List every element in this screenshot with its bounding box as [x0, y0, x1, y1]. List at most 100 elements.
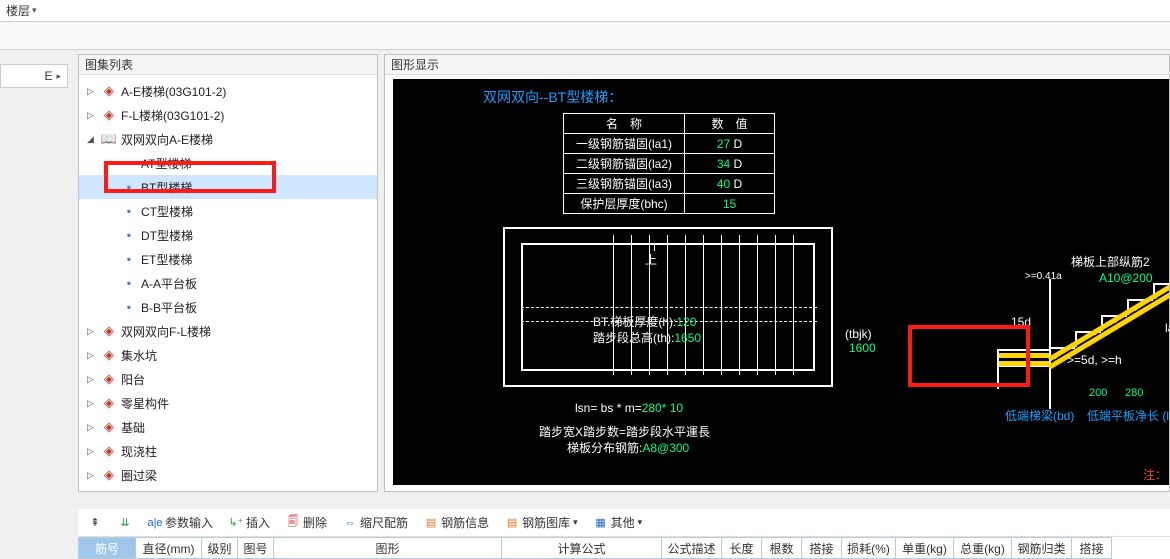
top-bar: 楼层 ▾: [0, 0, 1170, 22]
tree-item[interactable]: ▷◈零星构件: [79, 391, 377, 415]
book-icon: ◈: [101, 107, 117, 123]
expander-icon[interactable]: ▷: [87, 422, 97, 433]
expander-icon[interactable]: ▷: [87, 470, 97, 481]
param-name: 保护层厚度(bhc): [564, 194, 685, 214]
book-icon: ◈: [101, 395, 117, 411]
column-header[interactable]: 钢筋归类: [1012, 537, 1072, 559]
chevron-down-icon[interactable]: ▾: [32, 5, 37, 16]
column-header[interactable]: 总重(kg): [954, 537, 1012, 559]
cad-canvas[interactable]: 双网双向--BT型楼梯： 名 称数 值 一级钢筋锚固(la1)27 D二级钢筋锚…: [393, 79, 1169, 485]
tree-item-label: A-A平台板: [141, 275, 197, 292]
dim-200: 200: [1089, 387, 1107, 399]
rebar-info-button[interactable]: ▤ 钢筋信息: [420, 512, 493, 533]
expander-icon[interactable]: ▷: [87, 350, 97, 361]
expander-icon[interactable]: ▷: [87, 446, 97, 457]
tree-item-label: F-L楼梯(03G101-2): [121, 107, 224, 124]
expander-icon[interactable]: ◢: [87, 134, 97, 145]
column-header[interactable]: 单重(kg): [896, 537, 954, 559]
column-header[interactable]: 直径(mm): [136, 537, 202, 559]
side-selector[interactable]: E ▸: [0, 64, 68, 88]
book-icon: ◈: [101, 83, 117, 99]
bottom-panel: ⇞ ⇊ a|e 参数输入 ↳⁺ 插入 🗐 删除 ⇔ 缩尺配筋 ▤ 钢筋信息 ▤ …: [78, 509, 1170, 559]
book-icon: ◈: [101, 323, 117, 339]
column-header[interactable]: 图形: [274, 537, 502, 559]
top-rebar-val: A10@200: [1099, 271, 1153, 285]
column-header[interactable]: 级别: [202, 537, 238, 559]
tree-item-label: DT型楼梯: [141, 227, 193, 244]
dim-280: 280: [1125, 387, 1143, 399]
page-icon: ▪: [121, 275, 137, 291]
column-header[interactable]: 图号: [238, 537, 274, 559]
page-icon: ▪: [121, 155, 137, 171]
column-header[interactable]: 损耗(%): [842, 537, 896, 559]
page-icon: ▪: [121, 299, 137, 315]
tree-item[interactable]: ▪DT型楼梯: [79, 223, 377, 247]
insert-button[interactable]: ↳⁺ 插入: [225, 512, 274, 533]
param-name: 三级钢筋锚固(la3): [564, 174, 685, 194]
param-row: 二级钢筋锚固(la2)34 D: [564, 154, 775, 174]
tree-item[interactable]: ▪CT型楼梯: [79, 199, 377, 223]
expander-icon[interactable]: ▷: [87, 326, 97, 337]
tree-item[interactable]: ▪A-A平台板: [79, 271, 377, 295]
param-table: 名 称数 值 一级钢筋锚固(la1)27 D二级钢筋锚固(la2)34 D三级钢…: [563, 113, 775, 214]
tree-item[interactable]: ▪BT型楼梯: [79, 175, 377, 199]
rebar-lib-button[interactable]: ▤ 钢筋图库 ▾: [501, 512, 582, 533]
tree-item[interactable]: ▷ ◈集水坑: [79, 343, 377, 367]
expander-icon[interactable]: ▷: [87, 110, 97, 121]
scroll-down-icon[interactable]: ⇊: [114, 514, 136, 532]
ann-tbjk-label: (tbjk): [845, 327, 872, 341]
column-header[interactable]: 筋号: [78, 537, 136, 559]
column-header[interactable]: 公式描述: [662, 537, 722, 559]
scale-rebar-button[interactable]: ⇔ 缩尺配筋: [339, 512, 412, 533]
tree-item[interactable]: ▷◈阳台: [79, 367, 377, 391]
arrow-up-stem: [654, 243, 655, 251]
column-header[interactable]: 根数: [762, 537, 802, 559]
side-selector-value: E: [44, 69, 52, 83]
delete-button[interactable]: 🗐 删除: [282, 512, 331, 533]
ann-h: BT.梯板厚度(h):120: [593, 313, 696, 330]
tree-item-label: B-B平台板: [141, 299, 197, 316]
param-head-val: 数 值: [685, 114, 775, 134]
tree-item[interactable]: ▪AT型楼梯: [79, 151, 377, 175]
tree-item-label: 阳台: [121, 371, 145, 388]
expander-icon[interactable]: ▷: [87, 398, 97, 409]
book-icon: ◈: [101, 443, 117, 459]
tree-item[interactable]: ▷ ◈A-E楼梯(03G101-2): [79, 79, 377, 103]
tree-item-label: A-E楼梯(03G101-2): [121, 83, 226, 100]
ann-run: 踏步宽X踏步数=踏步段水平運長: [539, 423, 710, 440]
other-button[interactable]: ▦ 其他 ▾: [590, 512, 647, 533]
bd-label: 低端梯梁(bd): [1005, 407, 1074, 424]
column-header[interactable]: 计算公式: [502, 537, 662, 559]
cad-title: 双网双向--BT型楼梯：: [483, 87, 622, 107]
param-input-button[interactable]: a|e 参数输入: [144, 512, 217, 533]
scroll-up-icon[interactable]: ⇞: [84, 514, 106, 532]
tree-item[interactable]: ▷ ◈F-L楼梯(03G101-2): [79, 103, 377, 127]
floor-label[interactable]: 楼层: [6, 2, 30, 19]
column-header[interactable]: 搭接: [802, 537, 842, 559]
tree-item[interactable]: ▷◈现浇柱: [79, 439, 377, 463]
tree-item-label: CT型楼梯: [141, 203, 193, 220]
fifteen-d: 15d: [1011, 315, 1031, 329]
page-icon: ▪: [121, 179, 137, 195]
ann-th: 踏步段总高(th):1650: [593, 329, 701, 346]
expander-icon[interactable]: ▷: [87, 86, 97, 97]
param-row: 三级钢筋锚固(la3)40 D: [564, 174, 775, 194]
expander-icon[interactable]: ▷: [87, 374, 97, 385]
book-icon: ◈: [101, 347, 117, 363]
tree-item[interactable]: ▷◈基础: [79, 415, 377, 439]
tree-panel: 图集列表 ▷◈A-E楼梯(03G101-2)▷◈F-L楼梯(03G101-2)◢…: [78, 54, 378, 492]
tree-item-label: 集水坑: [121, 347, 157, 364]
column-header[interactable]: 搭接: [1072, 537, 1112, 559]
column-header[interactable]: 长度: [722, 537, 762, 559]
param-head-name: 名 称: [564, 114, 685, 134]
tree: ▷◈A-E楼梯(03G101-2)▷◈F-L楼梯(03G101-2)◢📖双网双向…: [79, 75, 377, 491]
param-val: 15: [685, 194, 775, 214]
tree-item[interactable]: ◢📖双网双向A-E楼梯: [79, 127, 377, 151]
tree-item[interactable]: ▪ET型楼梯: [79, 247, 377, 271]
tree-item[interactable]: ▷◈圈过梁: [79, 463, 377, 487]
top-rebar-label: 梯板上部纵筋2: [1071, 253, 1150, 270]
param-name: 一级钢筋锚固(la1): [564, 134, 685, 154]
tree-item-label: AT型楼梯: [141, 155, 191, 172]
tree-item[interactable]: ▷◈双网双向F-L楼梯: [79, 319, 377, 343]
tree-item[interactable]: ▪B-B平台板: [79, 295, 377, 319]
